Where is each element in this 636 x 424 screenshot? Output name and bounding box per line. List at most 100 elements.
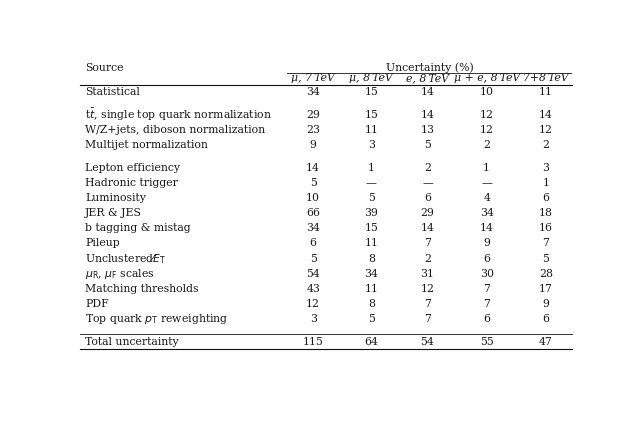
- Text: 14: 14: [420, 110, 434, 120]
- Text: 54: 54: [307, 269, 320, 279]
- Text: 12: 12: [480, 110, 494, 120]
- Text: 3: 3: [543, 162, 550, 173]
- Text: Uncertainty (%): Uncertainty (%): [385, 63, 473, 73]
- Text: Matching thresholds: Matching thresholds: [85, 284, 199, 294]
- Text: 9: 9: [483, 238, 490, 248]
- Text: 11: 11: [364, 284, 378, 294]
- Text: 18: 18: [539, 208, 553, 218]
- Text: 6: 6: [483, 314, 490, 324]
- Text: 12: 12: [420, 284, 434, 294]
- Text: 29: 29: [420, 208, 434, 218]
- Text: Top quark $p_{\mathrm{T}}$ reweighting: Top quark $p_{\mathrm{T}}$ reweighting: [85, 312, 229, 326]
- Text: 14: 14: [420, 223, 434, 233]
- Text: W/Z+jets, diboson normalization: W/Z+jets, diboson normalization: [85, 125, 266, 135]
- Text: 2: 2: [424, 254, 431, 264]
- Text: 7: 7: [483, 299, 490, 309]
- Text: 1: 1: [368, 162, 375, 173]
- Text: 17: 17: [539, 284, 553, 294]
- Text: 39: 39: [364, 208, 378, 218]
- Text: 34: 34: [480, 208, 494, 218]
- Text: 34: 34: [364, 269, 378, 279]
- Text: 30: 30: [480, 269, 494, 279]
- Text: 5: 5: [310, 178, 317, 188]
- Text: 7: 7: [424, 299, 431, 309]
- Text: 31: 31: [420, 269, 434, 279]
- Text: 8: 8: [368, 299, 375, 309]
- Text: Pileup: Pileup: [85, 238, 120, 248]
- Text: 2: 2: [543, 140, 550, 150]
- Text: 5: 5: [368, 314, 375, 324]
- Text: 15: 15: [364, 223, 378, 233]
- Text: —: —: [366, 178, 377, 188]
- Text: 5: 5: [424, 140, 431, 150]
- Text: 2: 2: [424, 162, 431, 173]
- Text: 5: 5: [310, 254, 317, 264]
- Text: Unclustered $\not\!\!E_{\mathrm{T}}$: Unclustered $\not\!\!E_{\mathrm{T}}$: [85, 251, 167, 266]
- Text: —: —: [422, 178, 433, 188]
- Text: Lepton efficiency: Lepton efficiency: [85, 162, 181, 173]
- Text: μ, 7 TeV: μ, 7 TeV: [291, 73, 335, 83]
- Text: 6: 6: [543, 193, 550, 203]
- Text: 9: 9: [310, 140, 317, 150]
- Text: 7: 7: [543, 238, 550, 248]
- Text: 66: 66: [306, 208, 320, 218]
- Text: 10: 10: [306, 193, 320, 203]
- Text: JER & JES: JER & JES: [85, 208, 142, 218]
- Text: 54: 54: [420, 337, 434, 347]
- Text: 10: 10: [480, 87, 494, 98]
- Text: μ, 8 TeV: μ, 8 TeV: [349, 73, 393, 83]
- Text: 55: 55: [480, 337, 494, 347]
- Text: 23: 23: [306, 125, 320, 135]
- Text: 7: 7: [483, 284, 490, 294]
- Text: 11: 11: [539, 87, 553, 98]
- Text: 11: 11: [364, 125, 378, 135]
- Text: 29: 29: [306, 110, 320, 120]
- Text: 47: 47: [539, 337, 553, 347]
- Text: 6: 6: [543, 314, 550, 324]
- Text: Luminosity: Luminosity: [85, 193, 146, 203]
- Text: 6: 6: [424, 193, 431, 203]
- Text: 43: 43: [306, 284, 320, 294]
- Text: 6: 6: [310, 238, 317, 248]
- Text: 11: 11: [364, 238, 378, 248]
- Text: 7: 7: [424, 238, 431, 248]
- Text: 14: 14: [480, 223, 494, 233]
- Text: 7: 7: [424, 314, 431, 324]
- Text: 3: 3: [368, 140, 375, 150]
- Text: Statistical: Statistical: [85, 87, 141, 98]
- Text: 12: 12: [480, 125, 494, 135]
- Text: Total uncertainty: Total uncertainty: [85, 337, 179, 347]
- Text: e, 8 TeV: e, 8 TeV: [406, 73, 449, 83]
- Text: 115: 115: [303, 337, 324, 347]
- Text: 28: 28: [539, 269, 553, 279]
- Text: 14: 14: [539, 110, 553, 120]
- Text: 64: 64: [364, 337, 378, 347]
- Text: 14: 14: [420, 87, 434, 98]
- Text: 3: 3: [310, 314, 317, 324]
- Text: b tagging & mistag: b tagging & mistag: [85, 223, 191, 233]
- Text: 12: 12: [306, 299, 320, 309]
- Text: 15: 15: [364, 110, 378, 120]
- Text: Hadronic trigger: Hadronic trigger: [85, 178, 178, 188]
- Text: 6: 6: [483, 254, 490, 264]
- Text: $\mu_{\mathrm{R}}$, $\mu_{\mathrm{F}}$ scales: $\mu_{\mathrm{R}}$, $\mu_{\mathrm{F}}$ s…: [85, 267, 155, 281]
- Text: 16: 16: [539, 223, 553, 233]
- Text: 13: 13: [420, 125, 434, 135]
- Text: 7+8 TeV: 7+8 TeV: [523, 73, 569, 83]
- Text: μ + e, 8 TeV: μ + e, 8 TeV: [453, 73, 520, 83]
- Text: Source: Source: [85, 63, 124, 73]
- Text: t$\bar{t}$, single top quark normalization: t$\bar{t}$, single top quark normalizati…: [85, 107, 272, 123]
- Text: 2: 2: [483, 140, 490, 150]
- Text: Multijet normalization: Multijet normalization: [85, 140, 208, 150]
- Text: 14: 14: [306, 162, 320, 173]
- Text: 34: 34: [306, 87, 320, 98]
- Text: 9: 9: [543, 299, 550, 309]
- Text: 5: 5: [543, 254, 550, 264]
- Text: 15: 15: [364, 87, 378, 98]
- Text: 1: 1: [543, 178, 550, 188]
- Text: 34: 34: [306, 223, 320, 233]
- Text: PDF: PDF: [85, 299, 109, 309]
- Text: 12: 12: [539, 125, 553, 135]
- Text: —: —: [481, 178, 492, 188]
- Text: 8: 8: [368, 254, 375, 264]
